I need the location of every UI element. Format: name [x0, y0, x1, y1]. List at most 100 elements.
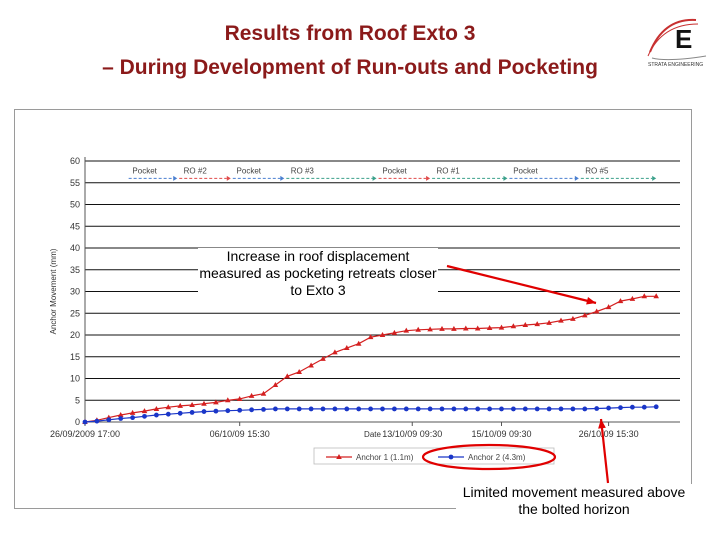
phase-arrowhead [503, 175, 508, 181]
data-point [189, 402, 195, 408]
data-point [189, 410, 195, 415]
data-point [296, 406, 302, 412]
data-point [236, 395, 243, 401]
legend-swatch-marker [336, 454, 342, 459]
data-point [558, 317, 564, 323]
data-point [558, 406, 564, 412]
data-point [570, 406, 576, 412]
data-point [534, 406, 540, 412]
data-point [487, 406, 492, 412]
data-point [629, 295, 636, 301]
data-point [593, 308, 600, 314]
legend-entry: Anchor 1 (1.1m) [356, 453, 414, 462]
data-point [261, 406, 266, 412]
y-tick-label: 30 [70, 287, 80, 297]
roof-callout-arrow-head [586, 297, 596, 305]
data-point [606, 405, 611, 411]
data-point [618, 405, 623, 411]
data-point [225, 397, 231, 403]
data-point [403, 406, 409, 412]
y-tick-label: 5 [75, 395, 80, 405]
phase-arrowhead [280, 175, 285, 181]
phase-label: RO #3 [291, 166, 315, 175]
data-point [463, 406, 469, 412]
chart-panel [14, 109, 692, 509]
data-point [213, 408, 219, 414]
data-point [522, 406, 528, 412]
data-point [308, 362, 314, 368]
data-point [439, 406, 445, 412]
data-point [534, 321, 540, 327]
anchor-movement-chart: 0 5 10 15 20 25 30 35 40 45 50 55 60 Anchor Movement … [49, 156, 680, 484]
slide-title-line1: Results from Roof Exto 3 [224, 22, 476, 45]
data-point [474, 325, 481, 331]
phase-arrowhead [372, 175, 377, 181]
data-point [510, 323, 517, 329]
legend-swatch-marker [448, 454, 454, 460]
data-point [641, 293, 648, 299]
data-point [630, 404, 635, 410]
data-point [546, 319, 552, 325]
data-point [582, 406, 588, 412]
y-tick-label: 55 [70, 178, 80, 188]
series-line [84, 295, 657, 423]
phase-arrowhead [426, 175, 431, 181]
bolted-callout-arrow [599, 418, 610, 484]
data-point [367, 334, 374, 340]
data-point [570, 315, 576, 321]
y-tick-label: 45 [70, 221, 80, 231]
data-point [653, 293, 659, 299]
data-point [213, 399, 219, 405]
data-point [368, 406, 373, 412]
data-point [141, 408, 148, 414]
data-point [129, 409, 136, 415]
data-point [94, 418, 100, 424]
data-point [582, 312, 588, 318]
slide-title-line2: – During Development of Run-outs and Poc… [102, 56, 598, 79]
data-point [499, 406, 504, 412]
data-point [320, 406, 326, 412]
data-point [154, 412, 159, 418]
data-point [249, 407, 255, 413]
data-point [177, 402, 183, 408]
data-point [332, 349, 338, 355]
phase-label: Pocket [132, 166, 157, 175]
data-point [415, 406, 421, 412]
data-point [201, 400, 207, 406]
data-point [344, 406, 350, 412]
data-point [284, 406, 290, 412]
roof-displacement-callout: Increase in roof displacement measured a… [198, 248, 438, 299]
phase-label: Pocket [237, 166, 262, 175]
company-logo: E STRATA ENGINEERING [647, 18, 707, 68]
logo-letter: E [675, 24, 692, 54]
data-point [653, 404, 659, 410]
data-point [142, 413, 147, 419]
y-tick-label: 40 [70, 243, 80, 253]
y-tick-label: 35 [70, 265, 80, 275]
data-point [522, 321, 529, 327]
y-tick-label: 25 [70, 308, 80, 318]
x-axis-label: Date [364, 430, 381, 439]
data-point [498, 324, 505, 330]
logo-caption: STRATA ENGINEERING [648, 62, 703, 68]
data-point [605, 304, 612, 310]
roof-callout-arrow [446, 264, 597, 305]
data-point [617, 298, 624, 304]
data-point [427, 326, 433, 332]
data-point [391, 329, 398, 335]
y-tick-label: 50 [70, 200, 80, 210]
data-point [594, 406, 600, 411]
x-tick-label: 06/10/09 15:30 [210, 429, 270, 439]
phase-label: RO #1 [437, 166, 461, 175]
data-point [248, 392, 255, 398]
data-point [284, 373, 291, 379]
data-point [356, 406, 362, 412]
y-tick-label: 15 [70, 352, 80, 362]
phase-arrowhead [574, 175, 579, 181]
data-point [392, 406, 397, 412]
bolted-horizon-callout: Limited movement measured above the bolt… [456, 484, 692, 518]
legend-entry: Anchor 2 (4.3m) [468, 453, 526, 462]
data-point [201, 409, 207, 414]
phase-arrowhead [226, 175, 231, 181]
data-point [82, 419, 88, 425]
